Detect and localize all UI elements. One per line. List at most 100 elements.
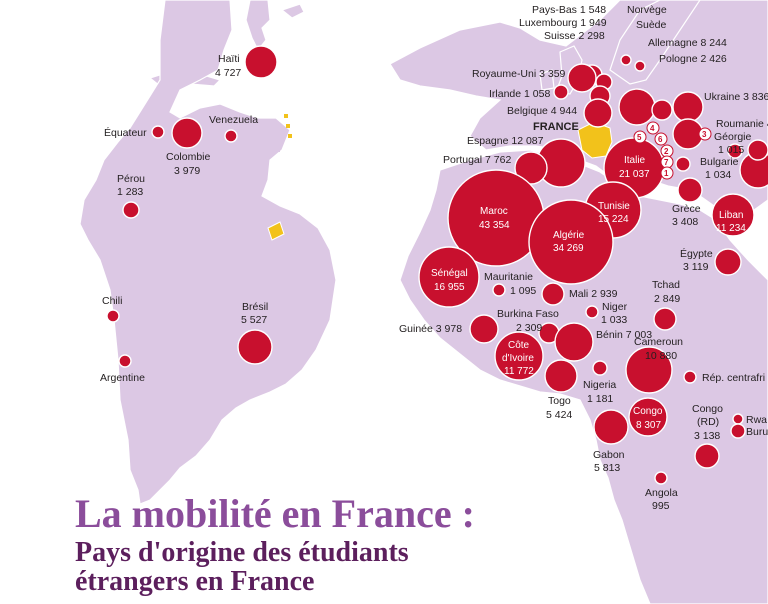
label-congo-rd-value: 3 138 — [694, 430, 720, 442]
bubble-irlande — [553, 84, 569, 100]
label-tunisie-name: Tunisie — [598, 201, 630, 212]
label-cote-divoire-value: 11 772 — [504, 366, 534, 377]
label-algerie-value: 34 269 — [553, 243, 584, 254]
number-marker-1 — [660, 166, 674, 180]
label-angola-name: Angola — [645, 487, 678, 499]
bubble-togo — [544, 359, 578, 393]
bubble-liban — [711, 193, 755, 237]
number-marker-6-label: 6 — [658, 135, 663, 144]
bubble-mali — [541, 282, 565, 306]
bubble-est-small — [747, 139, 768, 161]
small-island-dots — [258, 136, 280, 152]
number-marker-3 — [698, 127, 712, 141]
label-espagne: Espagne 12 087 — [467, 135, 544, 147]
label-togo-value: 5 424 — [546, 409, 572, 421]
bubble-egypte — [714, 248, 742, 276]
land-ireland — [539, 69, 555, 91]
bubble-ukraine — [672, 91, 704, 123]
label-colombie-name: Colombie — [166, 151, 211, 163]
bubble-layer — [106, 45, 768, 485]
label-argentine: Argentine — [100, 372, 145, 384]
number-marker-2-label: 2 — [664, 147, 669, 156]
label-maroc-name: Maroc — [480, 206, 508, 217]
bubble-bulgarie — [675, 156, 691, 172]
bubble-belgique — [583, 98, 613, 128]
bubble-georgie — [727, 143, 743, 159]
bubble-nigeria — [592, 360, 608, 376]
label-cameroun-name: Cameroun — [634, 336, 683, 348]
label-suede: Suède — [636, 19, 667, 31]
label-tchad-name: Tchad — [652, 279, 680, 291]
label-mauritanie-value: 1 095 — [510, 285, 536, 297]
label-irlande: Irlande 1 058 — [489, 88, 550, 100]
map-subtitle: Pays d'origine des étudiants étrangers e… — [75, 538, 409, 597]
bubble-tchad — [653, 307, 677, 331]
bubble-benin — [554, 322, 594, 362]
land-scandinavia — [609, 0, 701, 85]
bubble-cote-divoire — [494, 331, 544, 381]
label-bulgarie-name: Bulgarie — [700, 156, 739, 168]
bubble-colombie — [171, 117, 203, 149]
number-marker-5 — [633, 130, 647, 144]
label-pologne: Pologne 2 426 — [659, 53, 727, 65]
label-algerie-name: Algérie — [553, 230, 585, 241]
label-luxembourg: Luxembourg 1 949 — [519, 17, 607, 29]
bubble-equateur — [151, 125, 165, 139]
label-allemagne: Allemagne 8 244 — [648, 37, 727, 49]
label-grece-name: Grèce — [672, 203, 701, 215]
bubble-suede — [634, 60, 646, 72]
bubble-grece — [677, 177, 703, 203]
bubble-chili — [106, 309, 120, 323]
land-caribbean — [280, 3, 305, 19]
label-italie-name: Italie — [624, 155, 646, 166]
bubble-norvege — [620, 54, 632, 66]
land-north-america — [245, 0, 271, 52]
label-nigeria-value: 1 181 — [587, 393, 613, 405]
label-tunisie-value: 15 224 — [598, 214, 629, 225]
bubble-gabon — [593, 409, 629, 445]
bubble-rep-centrafricaine — [683, 370, 697, 384]
bubble-angola — [654, 471, 668, 485]
label-portugal: Portugal 7 762 — [443, 154, 511, 166]
label-congo-rd-line2: (RD) — [697, 416, 719, 428]
label-venezuela: Venezuela — [209, 114, 258, 126]
label-liban-name: Liban — [719, 210, 743, 221]
label-cote-divoire-line1: Côte — [508, 340, 530, 351]
map-subtitle-line-2: étrangers en France — [75, 566, 315, 598]
label-gabon-name: Gabon — [593, 449, 625, 461]
label-norvege: Norvège — [627, 4, 667, 16]
france-label: FRANCE — [533, 121, 579, 133]
labels-europe: Pays-Bas 1 548 Luxembourg 1 949 Suisse 2… — [443, 4, 768, 228]
label-senegal-name: Sénégal — [431, 268, 468, 279]
label-haiti-name: Haïti — [218, 53, 240, 65]
numbered-markers: 5 4 6 3 2 7 1 — [633, 121, 712, 180]
label-chili: Chili — [102, 295, 122, 307]
label-pays-bas: Pays-Bas 1 548 — [532, 4, 606, 16]
label-congo-value: 8 307 — [636, 420, 661, 431]
bubble-congo-rd — [694, 443, 720, 469]
label-senegal-value: 16 955 — [434, 282, 465, 293]
bubble-argentine — [118, 354, 132, 368]
bubble-allemagne — [618, 88, 656, 126]
bubble-mauritanie — [492, 283, 506, 297]
number-marker-5-label: 5 — [637, 133, 642, 142]
bubble-royaume-uni — [567, 63, 597, 93]
label-egypte-name: Égypte — [680, 247, 713, 260]
label-perou-name: Pérou — [117, 173, 145, 185]
label-perou-value: 1 283 — [117, 186, 143, 198]
bubble-senegal — [418, 246, 480, 308]
label-rwanda: Rwa — [746, 414, 767, 426]
label-tchad-value: 2 849 — [654, 293, 680, 305]
number-marker-3-label: 3 — [702, 130, 707, 139]
label-roumanie: Roumanie 4 7 — [716, 118, 768, 130]
number-marker-4 — [646, 121, 660, 135]
label-royaume-uni: Royaume-Uni 3 359 — [472, 68, 566, 80]
map-title: La mobilité en France : — [75, 491, 475, 536]
bubble-guinee — [469, 314, 499, 344]
number-marker-4-label: 4 — [650, 124, 655, 133]
label-togo-name: Togo — [548, 395, 571, 407]
label-congo-rd-line1: Congo — [692, 403, 723, 415]
labels-africa: Liban 11 234 Maroc 43 354 Tunisie 15 224… — [399, 201, 768, 512]
label-italie-value: 21 037 — [619, 169, 650, 180]
